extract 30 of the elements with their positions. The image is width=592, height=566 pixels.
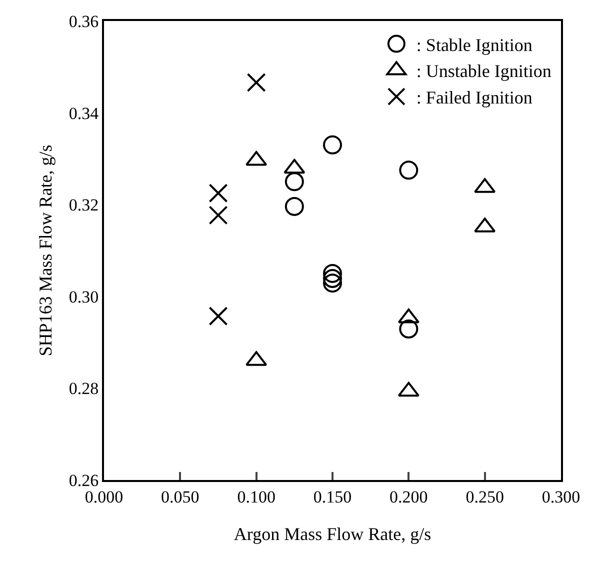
x-tick-label: 0.300	[542, 487, 580, 506]
point	[284, 196, 304, 216]
point	[208, 184, 228, 203]
legend-label: : Failed Ignition	[416, 88, 532, 108]
point	[284, 172, 304, 192]
y-axis-title: SHP163 Mass Flow Rate, g/s	[36, 144, 56, 356]
point	[208, 206, 228, 225]
point	[246, 73, 266, 92]
point	[323, 274, 342, 293]
y-tick-label: 0.32	[68, 196, 99, 215]
y-tick-label: 0.26	[68, 470, 99, 490]
x-tick-label: 0.100	[237, 487, 276, 506]
y-tick-label: 0.36	[68, 12, 99, 31]
point	[323, 264, 342, 283]
x-tick-label: 0.150	[313, 487, 352, 506]
point	[208, 306, 228, 326]
x-tick-label: 0.250	[466, 487, 504, 506]
legend-label: : Stable Ignition	[416, 34, 532, 55]
x-axis-title: Argon Mass Flow Rate, g/s	[234, 524, 432, 544]
y-tick-label: 0.30	[68, 287, 99, 306]
point	[399, 160, 418, 180]
x-tick-label: 0.050	[161, 487, 200, 506]
legend-label: : Unstable Ignition	[416, 61, 552, 82]
point	[399, 319, 418, 338]
y-tick-label: 0.34	[68, 104, 100, 123]
x-tick-label: 0.000	[84, 487, 124, 506]
x-tick-label: 0.200	[390, 487, 428, 506]
point	[323, 135, 342, 154]
point	[323, 269, 342, 288]
y-tick-label: 0.28	[68, 379, 99, 398]
